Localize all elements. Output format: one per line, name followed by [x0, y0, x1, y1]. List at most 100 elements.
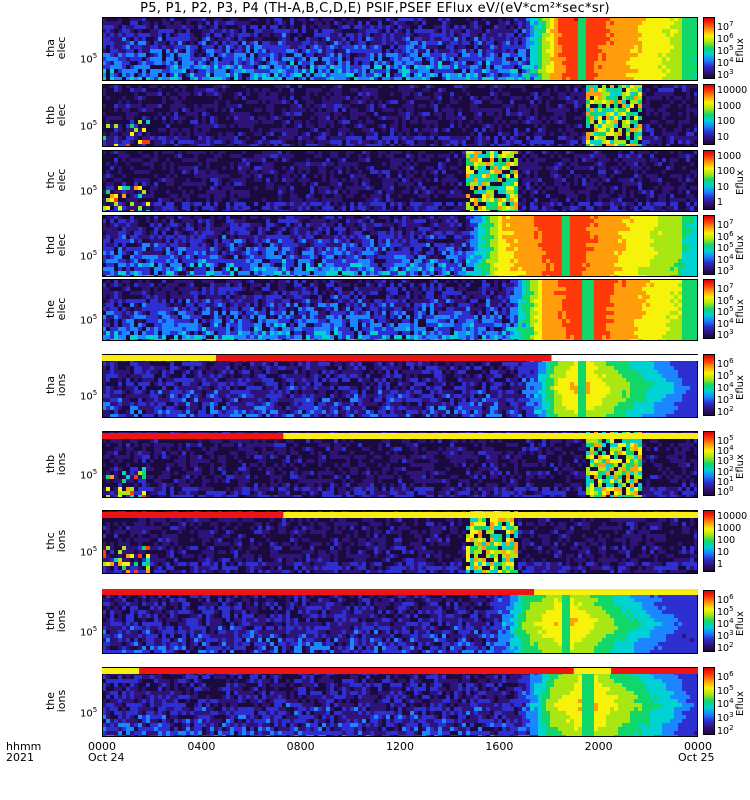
spectrogram-tha-ions: [102, 354, 698, 418]
color-bar-tick: 1: [717, 560, 723, 570]
spectrogram-svg: [102, 215, 698, 277]
mode-bar-segment: [102, 355, 217, 361]
mode-bar-segment: [611, 668, 698, 674]
color-bar-tick: 106: [717, 669, 734, 683]
spectrogram-svg: [102, 431, 698, 498]
color-bar-tick: 107: [717, 281, 734, 295]
color-bar-tick: 105: [717, 240, 734, 254]
mode-bar-segment: [102, 433, 284, 439]
x-tick-label: 0000: [88, 740, 116, 753]
panel-frame: [102, 17, 698, 81]
y-tick-label: 105: [80, 706, 97, 719]
color-bar-tick: 104: [717, 443, 734, 457]
x-tick-label: 0000: [684, 740, 712, 753]
species-label: ions: [55, 521, 68, 561]
x-tick-label: 2000: [585, 740, 613, 753]
color-bar-tick: 106: [717, 293, 734, 307]
color-bar: [703, 150, 715, 210]
color-bar-unit: Eflux: [735, 454, 746, 479]
color-bar: [703, 17, 715, 79]
color-bar-unit: Eflux: [735, 170, 746, 195]
spectrogram-cells: [102, 431, 698, 498]
y-tick-label: 105: [80, 545, 97, 558]
color-bar-tick: 106: [717, 229, 734, 243]
color-bar-tick: 100: [717, 536, 735, 546]
color-bar-tick: 105: [717, 683, 734, 697]
color-bar-unit: Eflux: [735, 299, 746, 324]
color-bar-tick: 104: [717, 696, 734, 710]
color-bar-tick: 10000: [717, 86, 747, 96]
chart-title: P5, P1, P2, P3, P4 (TH-A,B,C,D,E) PSIF,P…: [0, 1, 750, 16]
color-bar-tick: 102: [717, 404, 734, 418]
color-bar: [703, 84, 715, 145]
spectrogram-svg: [102, 279, 698, 341]
y-tick-label: 105: [80, 625, 97, 638]
spectrogram-thc-ions: [102, 510, 698, 574]
y-axis-label: thb ions: [44, 444, 68, 484]
y-tick-label: 105: [80, 313, 97, 326]
panel-frame: [102, 150, 698, 212]
spectrogram-thc-elec: [102, 150, 698, 212]
x-tick-label: 1200: [386, 740, 414, 753]
spectrogram-cells: [102, 150, 698, 212]
color-bar-tick: 1: [717, 198, 723, 208]
spectrogram-cells: [102, 279, 698, 341]
color-bar-tick: 106: [717, 356, 734, 370]
spectrogram-cells: [102, 84, 698, 147]
mode-bar-segment: [102, 512, 284, 518]
x-date-label: Oct 25: [678, 751, 715, 764]
y-axis-label: the elec: [44, 289, 68, 329]
color-bar-tick: 105: [717, 368, 734, 382]
mode-bar-segment: [139, 668, 574, 674]
color-bar-tick: 104: [717, 252, 734, 266]
spectrogram-cells: [102, 510, 698, 574]
spectrogram-svg: [102, 590, 698, 654]
spectrogram-thb-ions: [102, 431, 698, 498]
mode-bar: [102, 424, 698, 439]
color-bar-tick: 101: [717, 474, 734, 488]
mode-bar-segment: [283, 433, 698, 439]
panel-frame: [102, 431, 698, 498]
y-axis-label: tha elec: [44, 28, 68, 68]
color-bar-tick: 102: [717, 723, 734, 737]
spectrogram-svg: [102, 510, 698, 574]
species-label: ions: [55, 365, 68, 405]
y-axis-label: the ions: [44, 681, 68, 721]
spectrogram-svg: [102, 84, 698, 147]
mode-bar: [102, 346, 698, 361]
spectrogram-cells: [102, 590, 698, 654]
panel-frame: [102, 215, 698, 277]
color-bar-tick: 10: [717, 182, 729, 193]
panel-frame: [102, 667, 698, 737]
color-bar: [703, 667, 715, 735]
color-bar-tick: 104: [717, 316, 734, 330]
species-label: elec: [55, 28, 68, 68]
color-bar-unit: Eflux: [735, 375, 746, 400]
x-date-label: Oct 24: [88, 751, 125, 764]
mode-bar: [102, 580, 698, 595]
color-bar-tick: 103: [717, 327, 734, 341]
spectrogram-thd-elec: [102, 215, 698, 277]
color-bar-tick: 105: [717, 604, 734, 618]
color-bar: [703, 354, 715, 416]
color-bar-tick: 103: [717, 710, 734, 724]
species-label: ions: [55, 681, 68, 721]
color-bar-tick: 103: [717, 453, 734, 467]
color-bar-tick: 105: [717, 43, 734, 57]
color-bar: [703, 510, 715, 572]
x-tick-label: 0800: [287, 740, 315, 753]
spectrogram-tha-elec: [102, 17, 698, 81]
species-label: ions: [55, 601, 68, 641]
color-bar-tick: 103: [717, 392, 734, 406]
y-axis-label: thd elec: [44, 225, 68, 265]
mode-bar-segment: [534, 589, 698, 595]
spectrogram-cells: [102, 667, 698, 737]
y-tick-label: 105: [80, 52, 97, 65]
color-bar-tick: 106: [717, 31, 734, 45]
y-axis-label: tha ions: [44, 365, 68, 405]
color-bar-tick: 1000: [717, 152, 741, 162]
color-bar: [703, 215, 715, 275]
x-axis-year: 2021: [6, 751, 34, 764]
species-label: ions: [55, 444, 68, 484]
mode-bar: [102, 659, 698, 674]
